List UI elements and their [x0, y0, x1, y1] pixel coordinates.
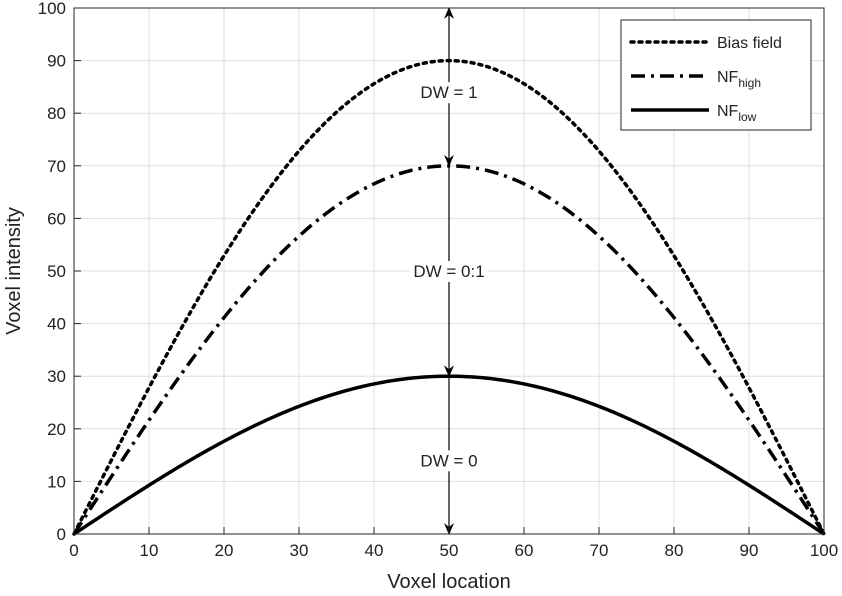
legend-box: [620, 19, 812, 131]
x-tick-label: 50: [440, 541, 459, 560]
y-tick-label: 20: [47, 420, 66, 439]
annotation-label: DW = 0:1: [413, 262, 484, 281]
x-tick-label: 20: [215, 541, 234, 560]
x-tick-label: 90: [740, 541, 759, 560]
legend-label: Bias field: [717, 35, 782, 52]
x-tick-label: 30: [290, 541, 309, 560]
annotation-background: [409, 261, 489, 282]
annotation-label: DW = 0: [420, 451, 477, 470]
x-tick-label: 80: [665, 541, 684, 560]
annotation-background: [416, 82, 482, 104]
y-tick-label: 30: [47, 367, 66, 386]
y-tick-label: 50: [47, 262, 66, 281]
y-tick-label: 90: [47, 52, 66, 71]
x-tick-label: 10: [140, 541, 159, 560]
annotation-group: DW = 1 DW = 0:1 DW = 0: [409, 82, 489, 472]
x-tick-label: 100: [810, 541, 838, 560]
x-tick-label: 70: [590, 541, 609, 560]
y-tick-label: 80: [47, 104, 66, 123]
y-tick-label: 0: [57, 525, 66, 544]
y-tick-label: 10: [47, 472, 66, 491]
x-axis-title: Voxel location: [387, 571, 510, 593]
x-tick-label: 60: [515, 541, 534, 560]
annotation-background: [416, 450, 482, 472]
x-tick-label: 0: [69, 541, 78, 560]
y-tick-label: 40: [47, 315, 66, 334]
y-axis-title: Voxel intensity: [3, 207, 25, 335]
x-tick-label: 40: [365, 541, 384, 560]
y-tick-label: 60: [47, 209, 66, 228]
tick-labels: 0 10 20 30 40 50 60 70 80 90 100 0 10 20 30 40 50 60 70 80 9…: [38, 0, 839, 560]
y-tick-label: 100: [38, 0, 66, 18]
y-tick-label: 70: [47, 157, 66, 176]
annotation-label: DW = 1: [420, 83, 477, 102]
